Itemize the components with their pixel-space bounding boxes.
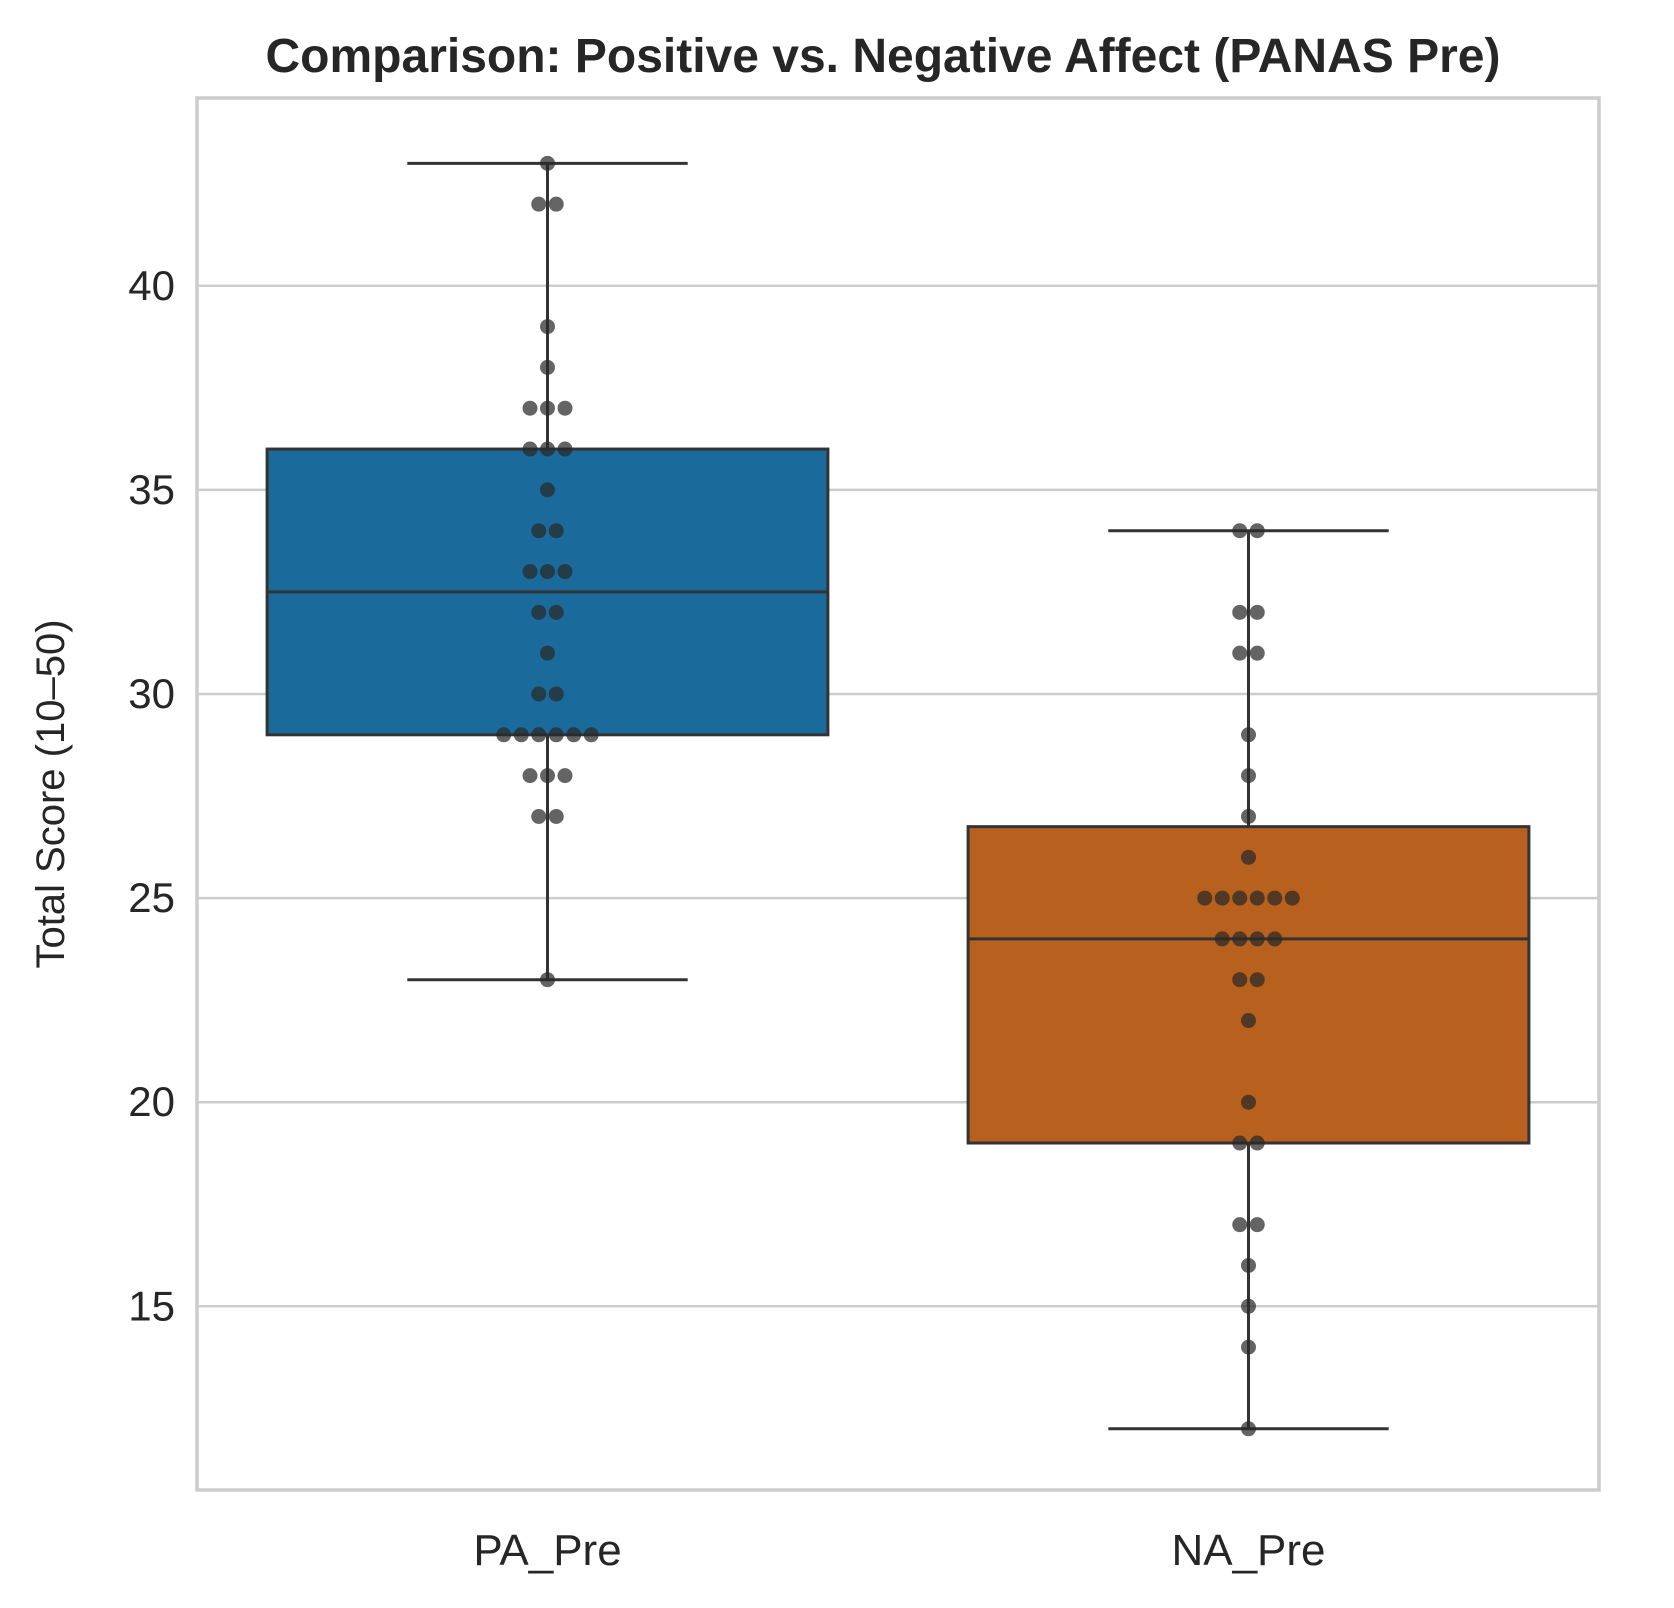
- y-tick-label: 25: [128, 874, 175, 921]
- data-point: [540, 768, 555, 784]
- data-point: [1249, 604, 1265, 620]
- data-point: [540, 482, 555, 498]
- data-point: [540, 972, 555, 988]
- data-point: [522, 441, 538, 457]
- data-point: [1241, 1298, 1256, 1314]
- y-axis-label: Total Score (10–50): [29, 619, 73, 968]
- y-tick-label: 40: [128, 262, 175, 309]
- data-point: [1249, 1217, 1265, 1233]
- data-point: [1241, 1094, 1256, 1110]
- data-point: [1232, 645, 1248, 661]
- data-point: [548, 808, 564, 824]
- data-point: [522, 768, 538, 784]
- data-point: [540, 441, 555, 457]
- data-point: [540, 564, 555, 580]
- data-point: [531, 727, 547, 743]
- data-point: [548, 686, 564, 702]
- data-point: [531, 686, 547, 702]
- data-point: [1232, 604, 1248, 620]
- data-point: [557, 441, 573, 457]
- data-point: [1241, 808, 1256, 824]
- x-tick-label: NA_Pre: [1171, 1526, 1325, 1575]
- data-point: [1249, 972, 1265, 988]
- data-point: [548, 523, 564, 539]
- data-point: [1214, 931, 1230, 947]
- box-na-pre: [966, 825, 1531, 1145]
- chart-title: Comparison: Positive vs. Negative Affect…: [266, 30, 1501, 83]
- data-point: [1197, 890, 1213, 906]
- data-point: [548, 196, 564, 212]
- data-point: [1232, 523, 1248, 539]
- data-point: [540, 319, 555, 335]
- data-point: [1232, 931, 1248, 947]
- y-tick-label: 30: [128, 670, 175, 717]
- data-point: [540, 359, 555, 375]
- data-point: [513, 727, 529, 743]
- data-point: [1232, 890, 1248, 906]
- data-point: [557, 400, 573, 416]
- data-point: [1241, 1257, 1256, 1273]
- data-point: [522, 564, 538, 580]
- data-point: [1249, 890, 1265, 906]
- data-point: [496, 727, 512, 743]
- data-point: [1241, 727, 1256, 743]
- plot-frame: [195, 96, 1601, 1492]
- y-tick-labels: 15 20 25 30 35 40: [128, 262, 175, 1330]
- data-point: [1284, 890, 1300, 906]
- y-tick-label: 20: [128, 1078, 175, 1125]
- swarm-points: [496, 155, 1300, 1437]
- data-point: [531, 523, 547, 539]
- x-tick-labels: PA_Pre NA_Pre: [473, 1526, 1325, 1575]
- data-point: [1249, 645, 1265, 661]
- data-point: [548, 604, 564, 620]
- data-point: [557, 564, 573, 580]
- data-point: [1232, 1217, 1248, 1233]
- data-point: [1241, 1339, 1256, 1355]
- data-point: [1241, 1013, 1256, 1029]
- data-point: [531, 808, 547, 824]
- data-point: [557, 768, 573, 784]
- data-point: [1249, 1135, 1265, 1151]
- data-point: [1267, 931, 1283, 947]
- data-point: [1214, 890, 1230, 906]
- data-point: [522, 400, 538, 416]
- data-point: [1241, 1421, 1256, 1437]
- data-point: [1267, 890, 1283, 906]
- data-point: [540, 645, 555, 661]
- data-point: [1232, 972, 1248, 988]
- data-point: [1241, 849, 1256, 865]
- data-point: [548, 727, 564, 743]
- x-tick-label: PA_Pre: [473, 1526, 621, 1575]
- data-point: [1249, 931, 1265, 947]
- data-point: [540, 400, 555, 416]
- data-point: [531, 604, 547, 620]
- data-point: [583, 727, 599, 743]
- data-point: [1232, 1135, 1248, 1151]
- data-point: [566, 727, 582, 743]
- data-point: [1241, 768, 1256, 784]
- y-tick-label: 35: [128, 466, 175, 513]
- data-point: [531, 196, 547, 212]
- data-point: [1249, 523, 1265, 539]
- y-tick-label: 15: [128, 1282, 175, 1329]
- data-point: [540, 155, 555, 171]
